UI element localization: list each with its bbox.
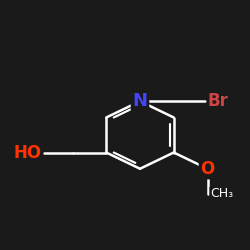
Text: N: N bbox=[132, 92, 148, 110]
Text: Br: Br bbox=[208, 92, 229, 110]
Text: HO: HO bbox=[13, 144, 41, 162]
Text: O: O bbox=[200, 160, 214, 178]
Text: CH₃: CH₃ bbox=[210, 187, 233, 200]
